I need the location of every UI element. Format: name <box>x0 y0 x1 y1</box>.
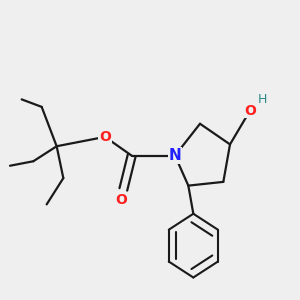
Text: H: H <box>258 93 267 106</box>
Text: O: O <box>116 193 127 207</box>
Text: O: O <box>99 130 111 144</box>
Text: O: O <box>244 103 256 118</box>
Text: N: N <box>169 148 182 163</box>
